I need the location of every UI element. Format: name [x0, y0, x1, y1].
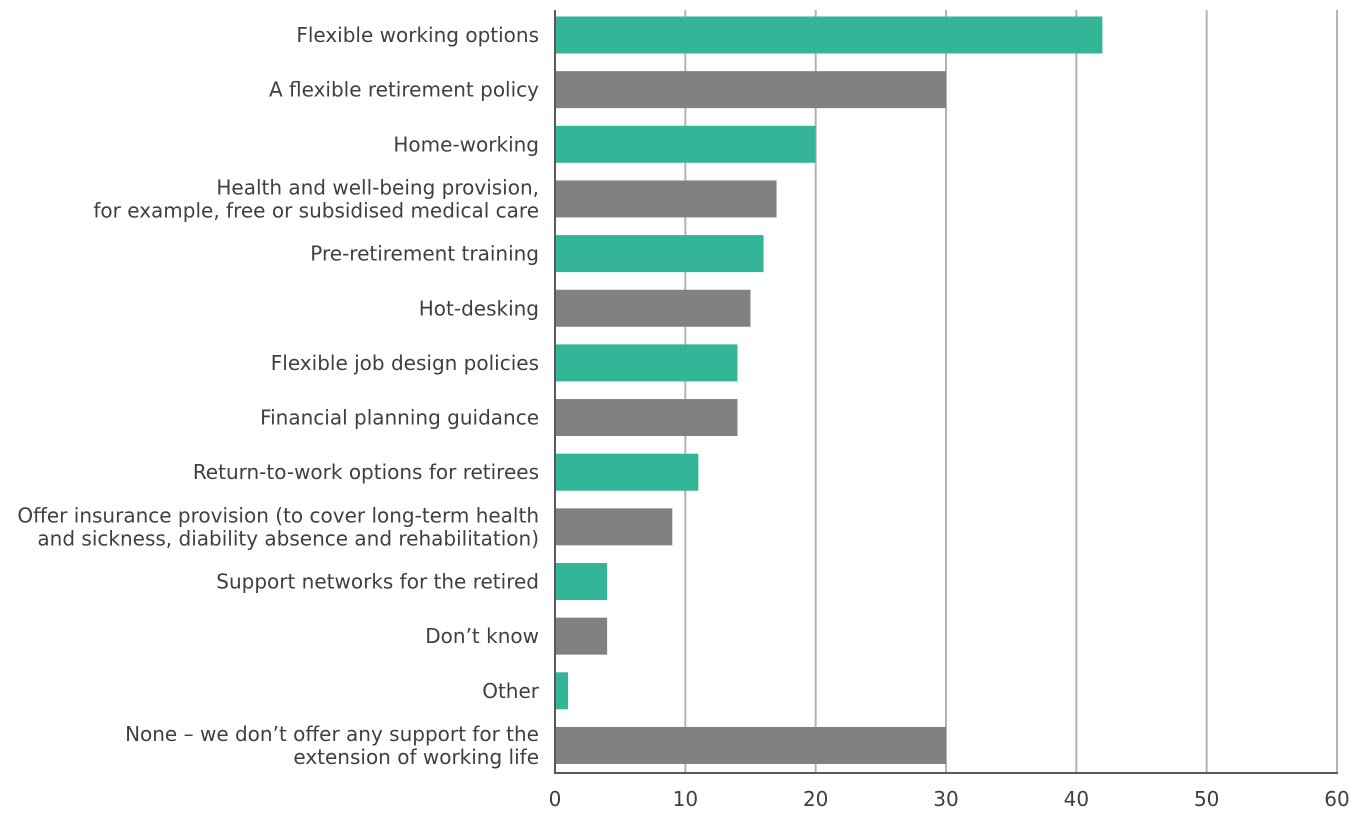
category-label-line: for example, free or subsidised medical … [93, 198, 539, 222]
category-label: Health and well-being provision, for exam… [93, 175, 539, 222]
category-label-line: Don’t know [425, 624, 539, 648]
bar [555, 453, 699, 491]
x-tick-label: 20 [803, 787, 828, 811]
bar [555, 508, 673, 546]
category-label: Pre-retirement training [310, 242, 539, 266]
category-label: Financial planning guidance [260, 406, 539, 430]
bar [555, 563, 608, 600]
category-label-line: Flexible working options [296, 23, 539, 47]
x-tick-label: 10 [673, 787, 698, 811]
category-label: Offer insurance provision (to cover long… [17, 503, 539, 550]
category-label: Hot-desking [419, 296, 539, 320]
category-label-line: Financial planning guidance [260, 406, 539, 430]
category-label-line: None – we don’t offer any support for th… [125, 722, 539, 746]
category-label: Return-to-work options for retirees [193, 460, 539, 484]
bar [555, 235, 764, 273]
x-tick-label: 60 [1324, 787, 1349, 811]
category-label: Support networks for the retired [216, 570, 539, 594]
category-label-line: Support networks for the retired [216, 570, 539, 594]
category-label: Other [482, 679, 540, 703]
category-labels: Flexible working options A flexible retir… [17, 23, 539, 769]
category-label: Flexible working options [296, 23, 539, 47]
category-label-line: A flexible retirement policy [269, 78, 539, 102]
bar [555, 726, 946, 764]
bar [555, 289, 751, 327]
bar [555, 16, 1103, 54]
category-label-line: Offer insurance provision (to cover long… [17, 503, 539, 527]
x-tick-label: 40 [1064, 787, 1089, 811]
axes [554, 10, 1338, 774]
category-label-line: and sickness, diability absence and reha… [37, 526, 539, 550]
category-label-line: Hot-desking [419, 296, 539, 320]
category-label-line: Home-working [393, 132, 539, 156]
category-label: Flexible job design policies [271, 351, 539, 375]
bars [555, 16, 1103, 764]
category-label-line: Return-to-work options for retirees [193, 460, 539, 484]
bar [555, 344, 738, 382]
category-label-line: extension of working life [293, 745, 539, 769]
category-label: None – we don’t offer any support for th… [125, 722, 539, 769]
bar [555, 180, 777, 218]
category-label-line: Flexible job design policies [271, 351, 539, 375]
bar [555, 617, 608, 655]
category-label-line: Health and well-being provision, [216, 175, 539, 199]
x-tick-label: 0 [549, 787, 562, 811]
x-tick-label: 30 [933, 787, 958, 811]
category-label: A flexible retirement policy [269, 78, 539, 102]
bar [555, 125, 816, 163]
bar [555, 399, 738, 437]
category-label-line: Other [482, 679, 540, 703]
bar [555, 71, 946, 109]
x-tick-label: 50 [1194, 787, 1219, 811]
category-label: Home-working [393, 132, 539, 156]
category-label-line: Pre-retirement training [310, 242, 539, 266]
x-tick-labels: 0 10 20 30 40 50 60 [549, 787, 1350, 811]
category-label: Don’t know [425, 624, 539, 648]
bar [555, 672, 569, 710]
gridlines [684, 10, 1338, 773]
